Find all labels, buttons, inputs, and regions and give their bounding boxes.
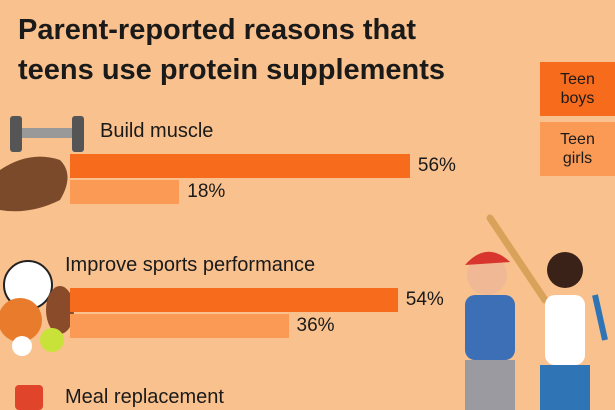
balls-icon: [0, 260, 74, 410]
value-label: 54%: [405, 289, 444, 310]
bar: [70, 314, 289, 338]
category-label: Improve sports performance: [65, 254, 316, 276]
bar: [70, 288, 398, 312]
athletes-illustration: [465, 214, 608, 410]
category-label: Build muscle: [100, 120, 214, 142]
chart-title: Parent-reported reasons that teens use p…: [18, 14, 446, 86]
legend-item: Teen girls: [540, 122, 615, 176]
bar: [70, 180, 180, 204]
value-label: 56%: [417, 155, 456, 176]
category-label: Meal replacement: [65, 386, 224, 408]
value-label: 18%: [187, 181, 226, 202]
bar: [70, 154, 410, 178]
dumbbell-icon: [0, 116, 84, 212]
legend-item: Teen boys: [540, 62, 615, 116]
value-label: 36%: [296, 315, 335, 336]
